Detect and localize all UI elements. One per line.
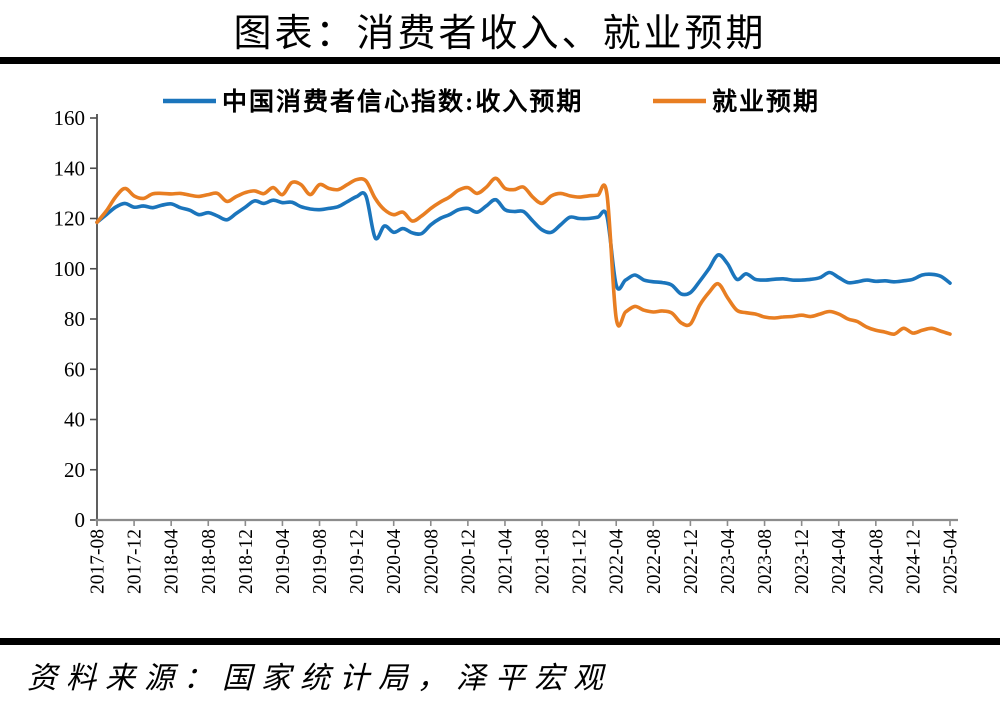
x-axis-label: 2021-12 — [570, 529, 591, 594]
x-axis-label: 2023-04 — [718, 529, 739, 594]
bottom-divider-bar — [0, 638, 1000, 645]
y-axis-label: 120 — [54, 207, 86, 231]
y-axis-label: 20 — [64, 458, 85, 482]
x-axis-label: 2022-08 — [644, 529, 665, 594]
x-axis-label: 2025-04 — [941, 529, 962, 594]
x-axis-label: 2024-12 — [903, 529, 924, 594]
line-chart: 0 20 40 60 80 100 120 140 160 2017-08 2017-12 2018-… — [54, 88, 962, 594]
y-axis-label: 0 — [75, 508, 86, 532]
legend-label-employment: 就业预期 — [712, 88, 820, 116]
x-axis-label: 2019-04 — [273, 529, 294, 594]
y-axis-label: 140 — [54, 156, 86, 180]
x-axis-label: 2018-12 — [236, 529, 257, 594]
y-axis-label: 40 — [64, 408, 85, 432]
series-line-employment — [95, 176, 952, 337]
x-axis-label: 2019-08 — [310, 529, 331, 594]
x-axis-label: 2019-12 — [347, 529, 368, 594]
x-axis-label: 2018-04 — [162, 529, 183, 594]
x-axis-label: 2021-04 — [495, 529, 516, 594]
x-axis-label: 2021-08 — [533, 529, 554, 594]
x-axis-label: 2018-08 — [199, 529, 220, 594]
x-axis-label: 2022-04 — [607, 529, 628, 594]
chart-title: 图表：消费者收入、就业预期 — [233, 13, 767, 55]
x-axis-label: 2023-08 — [755, 529, 776, 594]
x-axis-label: 2020-08 — [421, 529, 442, 594]
y-axis-label: 100 — [54, 257, 86, 281]
x-axis-label: 2020-04 — [384, 529, 405, 594]
y-axis-label: 160 — [54, 106, 86, 130]
x-axis-label: 2022-12 — [681, 529, 702, 594]
top-divider-bar — [0, 57, 1000, 64]
y-axis-label: 80 — [64, 307, 85, 331]
x-axis-label: 2017-08 — [88, 529, 109, 594]
series-line-income — [95, 191, 952, 297]
x-axis-label: 2020-12 — [458, 529, 479, 594]
x-axis-label: 2017-12 — [125, 529, 146, 594]
legend-label-income: 中国消费者信心指数:收入预期 — [222, 88, 583, 116]
x-axis-label: 2023-12 — [792, 529, 813, 594]
x-axis-label: 2024-04 — [829, 529, 850, 594]
x-axis-label: 2024-08 — [866, 529, 887, 594]
source-note: 资料来源：国家统计局，泽平宏观 — [27, 662, 612, 695]
y-axis-label: 60 — [64, 357, 85, 381]
